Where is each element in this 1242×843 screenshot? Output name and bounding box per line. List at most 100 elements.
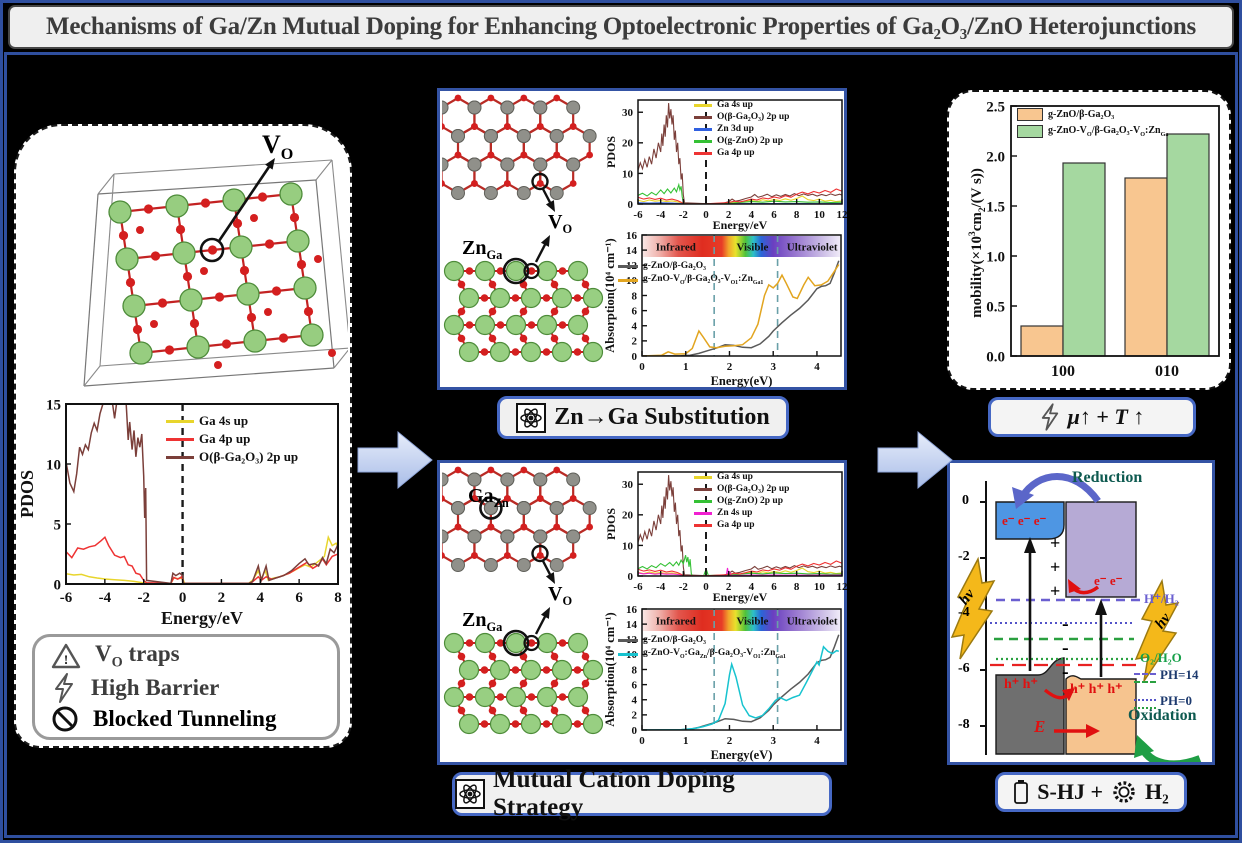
legend-item: g-ZnO/β-Ga₂O₃ bbox=[1017, 108, 1169, 121]
gallium-atom bbox=[236, 282, 260, 306]
zinc-atom bbox=[566, 100, 581, 115]
cell-edge bbox=[315, 179, 335, 369]
pdos-chart-pristine: -6 -4 -2 0 2 4 6 8 0 5 10 15 Energy/eV PDOS bbox=[18, 397, 342, 628]
y-tick-label: 14 bbox=[626, 619, 638, 631]
ga2o3-conduction-band-box bbox=[1065, 501, 1137, 598]
gallium-atom bbox=[489, 713, 511, 735]
oxygen-atom bbox=[465, 639, 474, 647]
x-tick-label: 1 bbox=[683, 361, 689, 373]
gallium-atom bbox=[474, 686, 496, 708]
legend-item: g-ZnO/β-Ga₂O₃ bbox=[618, 261, 763, 272]
oxygen-atom bbox=[471, 180, 478, 187]
oxygen-atom bbox=[480, 294, 489, 302]
ytick: -6 bbox=[958, 661, 970, 676]
oxygen-atom bbox=[239, 265, 250, 276]
issue-blocked-tunneling: Blocked Tunneling bbox=[51, 705, 327, 733]
y-axis-label: PDOS bbox=[605, 136, 618, 168]
oxygen-atom bbox=[175, 224, 186, 235]
x-tick-label: -4 bbox=[99, 590, 112, 606]
oxygen-atom bbox=[496, 693, 505, 701]
holes-ga2o3: h⁺ h⁺ h⁺ bbox=[1070, 682, 1123, 697]
ga-on-zn-site-label: GaZn bbox=[468, 485, 509, 510]
series-line bbox=[66, 535, 338, 584]
gallium-atom bbox=[243, 329, 267, 353]
oxygen-atom bbox=[488, 706, 497, 715]
caption-text: S-HJ + bbox=[1037, 779, 1103, 804]
oxygen-atom bbox=[527, 321, 536, 329]
znga-doped-structure bbox=[442, 94, 604, 363]
oxygen-atom bbox=[581, 307, 590, 316]
x-tick-label: 2 bbox=[727, 735, 733, 747]
legend-label: O(g-ZnO) 2p up bbox=[717, 135, 783, 146]
gallium-atom bbox=[582, 659, 604, 681]
legend-label: g-ZnO/β-Ga₂O₃ bbox=[643, 635, 706, 645]
annotation-arrow bbox=[217, 163, 272, 242]
oxygen-atom bbox=[457, 334, 466, 343]
plot-frame bbox=[65, 403, 339, 585]
legend-swatch bbox=[618, 638, 638, 642]
oxygen-atom bbox=[143, 204, 154, 214]
oxygen-atom bbox=[569, 495, 577, 502]
legend-item: Zn 3d up bbox=[694, 124, 789, 135]
x-tick-label: 6 bbox=[295, 590, 303, 606]
caption-text: Zn→Ga Substitution bbox=[554, 404, 770, 430]
oxygen-atom bbox=[581, 652, 590, 661]
blocked-icon bbox=[52, 706, 78, 732]
oxygen-atom bbox=[519, 334, 528, 343]
y-tick-label: 1.5 bbox=[986, 199, 1005, 215]
zinc-atom bbox=[442, 529, 449, 544]
x-tick-label: 4 bbox=[257, 590, 265, 606]
band-diagram-panel: 0 -2 -4 -6 -8 Reduction Oxidation H⁺/H₂ … bbox=[947, 460, 1215, 765]
legend-label: Ga 4p up bbox=[199, 430, 251, 446]
oxygen-atom bbox=[164, 345, 175, 355]
oxygen-atom bbox=[511, 294, 520, 302]
oxygen-atom bbox=[573, 348, 582, 356]
oxygen-atom bbox=[503, 180, 511, 187]
gallium-atom bbox=[115, 247, 139, 271]
cell-edge bbox=[333, 349, 348, 369]
oxygen-atom bbox=[454, 466, 462, 474]
zinc-atom bbox=[442, 100, 449, 115]
gallium-atom bbox=[520, 287, 542, 309]
beta-ga2o3-crystal-structure bbox=[83, 158, 348, 387]
issue-high-barrier: High Barrier bbox=[51, 673, 327, 704]
x-tick-label: -2 bbox=[679, 209, 689, 221]
zinc-atom bbox=[516, 186, 531, 200]
oxygen-atom bbox=[586, 151, 594, 159]
legend-swatch bbox=[166, 437, 194, 441]
oxygen-atom bbox=[520, 94, 528, 102]
h-h2-label: H⁺/H₂ bbox=[1144, 591, 1179, 606]
legend-label: g-ZnO-VO:GaZn/β-Ga₂O₃-VO1:ZnGa1 bbox=[643, 647, 786, 660]
spectrum-band-label: Visible bbox=[736, 242, 768, 254]
y-tick-label: 6 bbox=[632, 679, 638, 691]
zn-on-ga-site-label: ZnGa bbox=[462, 609, 503, 634]
gallium-atom bbox=[536, 686, 558, 708]
oxygen-atom bbox=[250, 214, 258, 222]
series-line bbox=[638, 555, 842, 576]
zinc-atom bbox=[442, 472, 449, 487]
legend-item: O(β-Ga₂O₃) 2p up bbox=[694, 484, 789, 495]
oxygen-atom bbox=[487, 94, 495, 102]
oxidation-label: Oxidation bbox=[1128, 707, 1197, 724]
caption-text: H₂ bbox=[1145, 779, 1169, 804]
cell-edge bbox=[315, 159, 333, 181]
content-frame bbox=[4, 52, 1238, 838]
minus-sign: - bbox=[1062, 637, 1069, 659]
y-tick-label: 16 bbox=[626, 605, 638, 616]
series-line bbox=[66, 534, 338, 584]
holes-zno: h⁺ h⁺ bbox=[1004, 677, 1038, 692]
oxygen-atom bbox=[503, 552, 511, 559]
legend-swatch bbox=[694, 511, 712, 515]
gear-icon bbox=[1113, 781, 1135, 803]
x-tick-label: -4 bbox=[656, 581, 666, 593]
electrons-zno: e⁻ e⁻ e⁻ bbox=[1002, 513, 1047, 528]
oxygen-atom bbox=[480, 720, 489, 728]
caption-text: Mutual Cation Doping Strategy bbox=[493, 766, 735, 821]
x-tick-label: 12 bbox=[837, 581, 848, 593]
absorption-legend-znga: g-ZnO/β-Ga₂O₃ g-ZnO-VO/β-Ga₂O₃-VO1:ZnGa1 bbox=[618, 261, 763, 287]
gallium-atom bbox=[505, 686, 527, 708]
annotation-arrow bbox=[534, 613, 548, 635]
oxygen-atom bbox=[519, 706, 528, 715]
gallium-atom bbox=[443, 314, 465, 336]
oxygen-atom bbox=[221, 339, 232, 349]
